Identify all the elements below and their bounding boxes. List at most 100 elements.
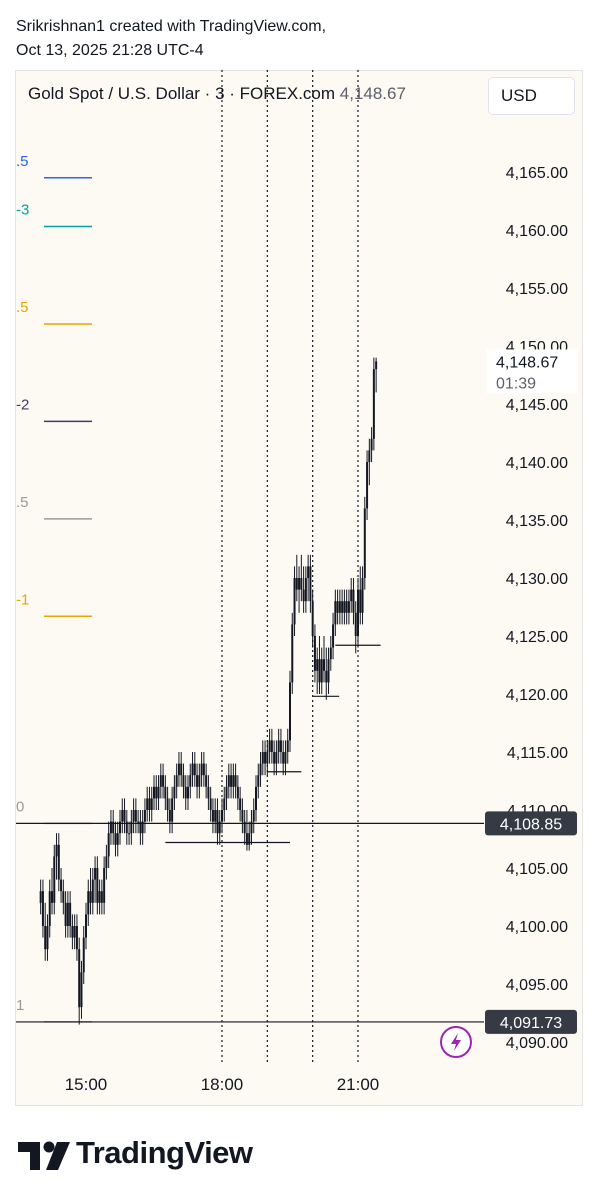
candle-body-119 (307, 566, 310, 578)
flash-icon[interactable] (440, 1026, 472, 1058)
candle-body-102 (268, 740, 271, 752)
y-tick-label-16: 4,090.00 (506, 1035, 568, 1052)
candle-body-116 (300, 578, 303, 590)
candle-body-14 (69, 902, 72, 926)
candle-body-113 (293, 578, 296, 625)
price-level-tag-text-2: 4,091.73 (500, 1015, 562, 1032)
candle-body-136 (345, 601, 348, 613)
candle-body-98 (259, 763, 262, 776)
candle-body-140 (354, 612, 357, 636)
candle-body-9 (57, 844, 60, 880)
candle-body-94 (250, 821, 253, 834)
candle-body-76 (209, 798, 212, 810)
candle-body-144 (363, 508, 366, 578)
candle-body-11 (62, 891, 65, 903)
symbol-legend[interactable]: Gold Spot / U.S. Dollar · 3 · FOREX.com … (28, 84, 406, 104)
fib-label-5: .5 (16, 494, 29, 511)
candle-body-137 (347, 601, 350, 613)
candle-body-31 (107, 833, 110, 857)
candle-body-27 (98, 891, 101, 903)
currency-button[interactable]: USD (488, 77, 575, 115)
candle-body-7 (53, 856, 56, 903)
candle-body-99 (261, 752, 264, 764)
candle-body-56 (164, 786, 167, 799)
y-tick-label-7: 4,135.00 (506, 513, 568, 530)
candle-body-4 (46, 926, 49, 950)
candle-body-15 (71, 926, 74, 938)
candle-body-21 (85, 914, 87, 938)
candle-body-84 (227, 775, 230, 787)
candle-body-141 (357, 589, 359, 636)
candle-body-85 (230, 775, 233, 787)
candle-body-77 (211, 810, 214, 822)
candle-body-101 (266, 752, 269, 764)
candle-body-134 (341, 601, 344, 613)
brand-name: TradingView (76, 1135, 253, 1170)
candle-body-36 (119, 821, 121, 834)
candle-body-6 (51, 891, 53, 903)
candle-body-111 (289, 682, 291, 741)
candle-body-91 (243, 821, 246, 834)
candle-body-73 (202, 763, 205, 776)
candle-body-114 (295, 578, 298, 590)
candle-body-135 (343, 601, 346, 613)
fib-label-8: 1 (16, 997, 24, 1014)
price-level-tag-2[interactable] (485, 1009, 577, 1034)
flash-icon-bolt (451, 1033, 461, 1051)
candle-body-123 (316, 659, 319, 671)
candle-body-16 (73, 926, 76, 938)
candle-body-68 (191, 763, 194, 776)
candle-body-26 (96, 868, 99, 903)
candle-body-59 (171, 798, 174, 822)
candle-body-126 (323, 659, 325, 671)
x-tick-label-3: 21:00 (337, 1075, 380, 1094)
candle-body-87 (234, 775, 237, 787)
candle-body-34 (114, 833, 117, 845)
candle-body-32 (109, 821, 112, 834)
timestamp-line: Oct 13, 2025 21:28 UTC-4 (16, 42, 204, 59)
y-tick-label-14: 4,100.00 (506, 919, 568, 936)
candle-body-58 (168, 810, 171, 822)
candle-body-146 (368, 450, 371, 462)
candle-body-75 (207, 786, 210, 799)
candle-body-51 (153, 786, 155, 799)
candle-body-147 (370, 438, 373, 451)
candle-body-64 (182, 775, 185, 787)
candle-body-43 (134, 810, 137, 822)
candle-body-133 (338, 601, 341, 613)
candle-body-104 (273, 752, 276, 764)
candle-body-131 (334, 601, 337, 625)
candle-body-53 (157, 786, 160, 799)
candle-body-125 (320, 659, 323, 683)
y-tick-label-6: 4,140.00 (506, 455, 568, 472)
candle-body-83 (225, 786, 228, 799)
candle-body-142 (359, 589, 362, 613)
candle-body-124 (318, 659, 321, 683)
candle-body-5 (48, 891, 51, 926)
candle-body-45 (139, 821, 142, 834)
candle-body-70 (196, 775, 199, 787)
current-price-box[interactable] (486, 349, 578, 394)
candle-body-30 (105, 856, 108, 868)
candle-body-62 (177, 763, 180, 776)
candle-body-74 (205, 775, 208, 787)
price-level-tag-text-1: 4,108.85 (500, 816, 562, 833)
candle-body-50 (150, 798, 153, 810)
fib-label-1: .5 (16, 153, 29, 170)
fib-label-4: -2 (16, 396, 29, 413)
candle-body-81 (221, 810, 223, 822)
fib-label-6: -1 (16, 591, 29, 608)
candle-body-42 (132, 810, 135, 822)
candle-body-100 (264, 752, 267, 764)
legend-price: 4,148.67 (339, 84, 406, 103)
candle-body-143 (361, 578, 364, 613)
candle-body-49 (148, 798, 151, 810)
candle-body-89 (239, 798, 242, 810)
price-level-tag-1[interactable] (485, 811, 577, 836)
candle-body-72 (200, 763, 203, 776)
candle-body-145 (366, 462, 369, 509)
candle-body-37 (121, 810, 124, 822)
candle-body-132 (336, 601, 339, 613)
candle-body-12 (64, 902, 67, 926)
